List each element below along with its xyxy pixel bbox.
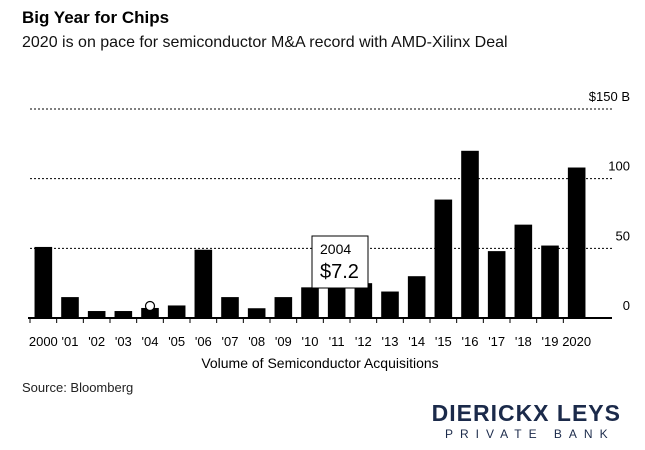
x-tick-label: '12 <box>355 334 372 349</box>
x-tick-label: '05 <box>168 334 185 349</box>
y-tick-label: $150 B <box>589 89 630 104</box>
bar <box>87 311 106 318</box>
x-tick-label: '14 <box>408 334 425 349</box>
x-tick-label: '19 <box>542 334 559 349</box>
bar <box>34 246 53 318</box>
x-tick-label: 2020 <box>562 334 591 349</box>
y-tick-label: 0 <box>623 298 630 313</box>
bar <box>514 224 533 318</box>
annotation-year: 2004 <box>320 241 351 257</box>
bar <box>461 150 479 318</box>
x-tick-label: '10 <box>302 334 319 349</box>
bar <box>141 307 159 318</box>
bar <box>567 167 586 318</box>
source-note: Source: Bloomberg <box>22 380 134 395</box>
x-axis-label: Volume of Semiconductor Acquisitions <box>201 355 438 371</box>
y-tick-label: 100 <box>608 159 630 174</box>
bars <box>28 150 612 323</box>
bar <box>434 199 453 318</box>
x-tick-label: '07 <box>222 334 239 349</box>
x-tick-label: '15 <box>435 334 452 349</box>
bar <box>541 245 559 318</box>
brand-name: DIERICKX LEYS <box>431 400 621 426</box>
x-tick-labels: 2000 '01 '02 '03 '04 '05 '06 '07 '08 '09 '10 '11 '12… <box>29 334 591 349</box>
bar <box>354 283 373 318</box>
chart-title: Big Year for Chips <box>22 8 170 27</box>
x-tick-label: '13 <box>382 334 399 349</box>
annotation-callout: 2004 $7.2 <box>144 235 369 312</box>
y-tick-labels: 0 50 100 $150 B <box>589 89 630 313</box>
x-tick-label: 2000 <box>29 334 58 349</box>
bar <box>407 276 426 318</box>
bar <box>301 287 319 318</box>
annotation-value: $7.2 <box>320 261 359 283</box>
bar <box>61 297 79 318</box>
bar <box>487 251 506 318</box>
bar <box>381 291 399 318</box>
bar <box>274 297 293 318</box>
x-tick-label: '03 <box>115 334 132 349</box>
brand-logo: DIERICKX LEYS PRIVATE BANK <box>432 400 621 442</box>
x-tick-label: '16 <box>462 334 479 349</box>
chart-subtitle: 2020 is on pace for semiconductor M&A re… <box>22 34 508 51</box>
bar-chart: 0 50 100 $150 B 2000 '01 '02 '03 '04 '05 '06 '07 '0… <box>28 89 630 371</box>
bar <box>247 308 266 318</box>
x-tick-label: '02 <box>88 334 105 349</box>
annotation-box <box>311 235 369 289</box>
annotation-marker <box>144 300 156 312</box>
bar <box>221 297 239 318</box>
bar <box>194 249 213 318</box>
x-tick-label: '09 <box>275 334 292 349</box>
x-tick-label: '01 <box>62 334 79 349</box>
y-tick-label: 50 <box>616 228 630 243</box>
x-tick-label: '08 <box>248 334 265 349</box>
x-tick-label: '11 <box>329 334 345 349</box>
x-tick-label: '06 <box>195 334 212 349</box>
x-tick-label: '04 <box>142 334 159 349</box>
bar <box>167 305 186 318</box>
bar <box>114 311 133 318</box>
x-tick-label: '18 <box>515 334 532 349</box>
x-tick-label: '17 <box>488 334 505 349</box>
brand-subtitle: PRIVATE BANK <box>445 427 615 441</box>
